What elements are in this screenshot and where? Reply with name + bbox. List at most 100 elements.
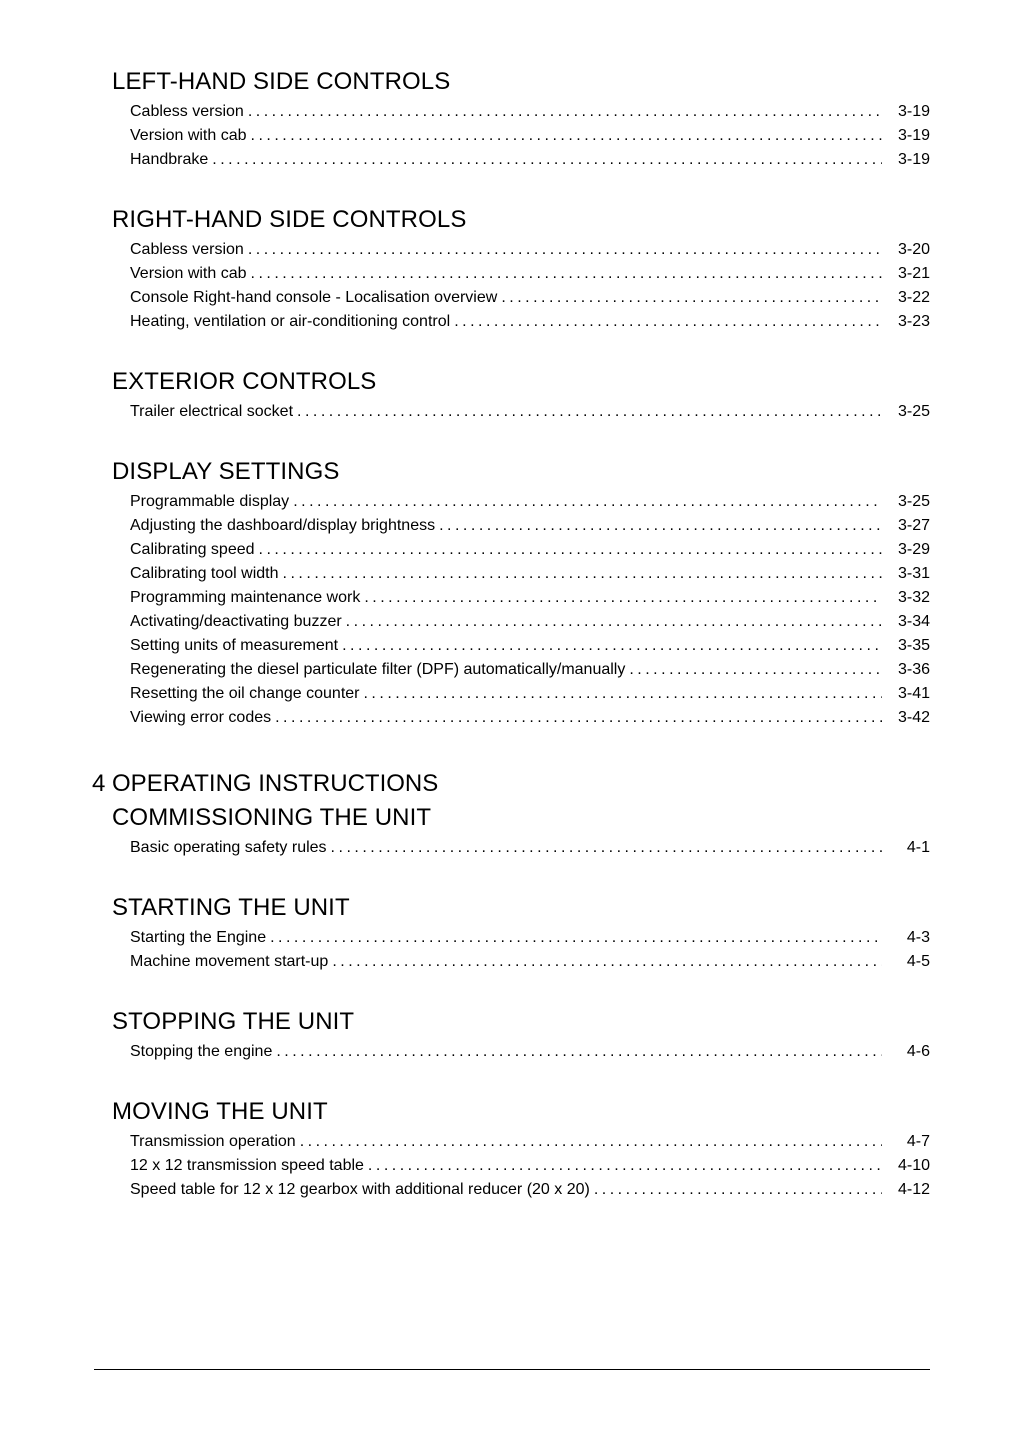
toc-label: Calibrating speed: [130, 538, 255, 562]
footer-rule: [94, 1369, 930, 1370]
toc-dots: [276, 1040, 882, 1064]
section-title: STARTING THE UNIT: [112, 894, 930, 922]
toc-dots: [300, 1130, 882, 1154]
section-title: EXTERIOR CONTROLS: [112, 368, 930, 396]
toc-label: Regenerating the diesel particulate filt…: [130, 658, 625, 682]
toc-dots: [270, 926, 882, 950]
toc-line: Programming maintenance work 3-32: [112, 586, 930, 610]
toc-label: Programming maintenance work: [130, 586, 360, 610]
section-title: STOPPING THE UNIT: [112, 1008, 930, 1036]
toc-label: Resetting the oil change counter: [130, 682, 359, 706]
toc-line: Setting units of measurement 3-35: [112, 634, 930, 658]
toc-dots: [363, 682, 882, 706]
toc-label: Trailer electrical socket: [130, 400, 293, 424]
toc-label: Machine movement start-up: [130, 950, 328, 974]
toc-line: Version with cab 3-21: [112, 262, 930, 286]
page: LEFT-HAND SIDE CONTROLS Cabless version …: [0, 0, 1024, 1448]
toc-label: Setting units of measurement: [130, 634, 338, 658]
toc-page: 4-10: [886, 1154, 930, 1178]
toc-dots: [346, 610, 882, 634]
toc-dots: [332, 950, 882, 974]
toc-line: 12 x 12 transmission speed table 4-10: [112, 1154, 930, 1178]
toc-line: Regenerating the diesel particulate filt…: [112, 658, 930, 682]
toc-page: 3-41: [886, 682, 930, 706]
toc-page: 4-3: [886, 926, 930, 950]
section-title: LEFT-HAND SIDE CONTROLS: [112, 68, 930, 96]
toc-dots: [248, 238, 882, 262]
toc-page: 3-25: [886, 400, 930, 424]
toc-label: Viewing error codes: [130, 706, 271, 730]
toc-line: Programmable display 3-25: [112, 490, 930, 514]
toc-page: 3-36: [886, 658, 930, 682]
toc-label: Cabless version: [130, 238, 244, 262]
toc-page: 3-19: [886, 148, 930, 172]
toc-dots: [259, 538, 882, 562]
toc-dots: [454, 310, 882, 334]
toc-line: Trailer electrical socket 3-25: [112, 400, 930, 424]
section-title: RIGHT-HAND SIDE CONTROLS: [112, 206, 930, 234]
toc-page: 3-22: [886, 286, 930, 310]
toc-dots: [342, 634, 882, 658]
toc-line: Resetting the oil change counter 3-41: [112, 682, 930, 706]
toc-page: 3-29: [886, 538, 930, 562]
toc-dots: [331, 836, 882, 860]
toc-line: Basic operating safety rules 4-1: [112, 836, 930, 860]
toc-line: Viewing error codes 3-42: [112, 706, 930, 730]
toc-page: 4-7: [886, 1130, 930, 1154]
toc-dots: [629, 658, 882, 682]
toc-label: Console Right-hand console - Localisatio…: [130, 286, 497, 310]
toc-line: Heating, ventilation or air-conditioning…: [112, 310, 930, 334]
section-exterior: EXTERIOR CONTROLS Trailer electrical soc…: [112, 368, 930, 424]
section-moving: MOVING THE UNIT Transmission operation 4…: [112, 1098, 930, 1202]
toc-dots: [364, 586, 882, 610]
section-display-settings: DISPLAY SETTINGS Programmable display 3-…: [112, 458, 930, 730]
toc-dots: [297, 400, 882, 424]
toc-dots: [251, 262, 882, 286]
toc-label: Handbrake: [130, 148, 208, 172]
toc-dots: [283, 562, 882, 586]
toc-page: 3-19: [886, 124, 930, 148]
toc-dots: [251, 124, 882, 148]
toc-line: Calibrating speed 3-29: [112, 538, 930, 562]
toc-dots: [594, 1178, 882, 1202]
toc-label: Cabless version: [130, 100, 244, 124]
toc-dots: [439, 514, 882, 538]
toc-dots: [293, 490, 882, 514]
toc-label: Starting the Engine: [130, 926, 266, 950]
toc-label: Version with cab: [130, 262, 247, 286]
toc-line: Cabless version 3-20: [112, 238, 930, 262]
toc-label: Heating, ventilation or air-conditioning…: [130, 310, 450, 334]
toc-label: Transmission operation: [130, 1130, 296, 1154]
toc-dots: [368, 1154, 882, 1178]
toc-line: Adjusting the dashboard/display brightne…: [112, 514, 930, 538]
toc-label: 12 x 12 transmission speed table: [130, 1154, 364, 1178]
toc-dots: [501, 286, 882, 310]
toc-page: 3-34: [886, 610, 930, 634]
toc-page: 3-32: [886, 586, 930, 610]
toc-label: Adjusting the dashboard/display brightne…: [130, 514, 435, 538]
toc-page: 3-27: [886, 514, 930, 538]
toc-line: Machine movement start-up 4-5: [112, 950, 930, 974]
toc-label: Stopping the engine: [130, 1040, 272, 1064]
chapter-title: 4 OPERATING INSTRUCTIONS: [92, 770, 930, 798]
toc-page: 3-19: [886, 100, 930, 124]
toc-page: 4-1: [886, 836, 930, 860]
toc-line: Speed table for 12 x 12 gearbox with add…: [112, 1178, 930, 1202]
toc-label: Activating/deactivating buzzer: [130, 610, 342, 634]
toc-line: Cabless version 3-19: [112, 100, 930, 124]
toc-line: Version with cab 3-19: [112, 124, 930, 148]
toc-page: 3-23: [886, 310, 930, 334]
section-title: DISPLAY SETTINGS: [112, 458, 930, 486]
toc-label: Calibrating tool width: [130, 562, 279, 586]
toc-dots: [275, 706, 882, 730]
toc-label: Programmable display: [130, 490, 289, 514]
section-title: COMMISSIONING THE UNIT: [112, 804, 930, 832]
section-starting: STARTING THE UNIT Starting the Engine 4-…: [112, 894, 930, 974]
toc-page: 4-6: [886, 1040, 930, 1064]
toc-page: 3-25: [886, 490, 930, 514]
section-title: MOVING THE UNIT: [112, 1098, 930, 1126]
toc-page: 3-21: [886, 262, 930, 286]
toc-line: Transmission operation 4-7: [112, 1130, 930, 1154]
toc-page: 4-12: [886, 1178, 930, 1202]
toc-page: 3-35: [886, 634, 930, 658]
